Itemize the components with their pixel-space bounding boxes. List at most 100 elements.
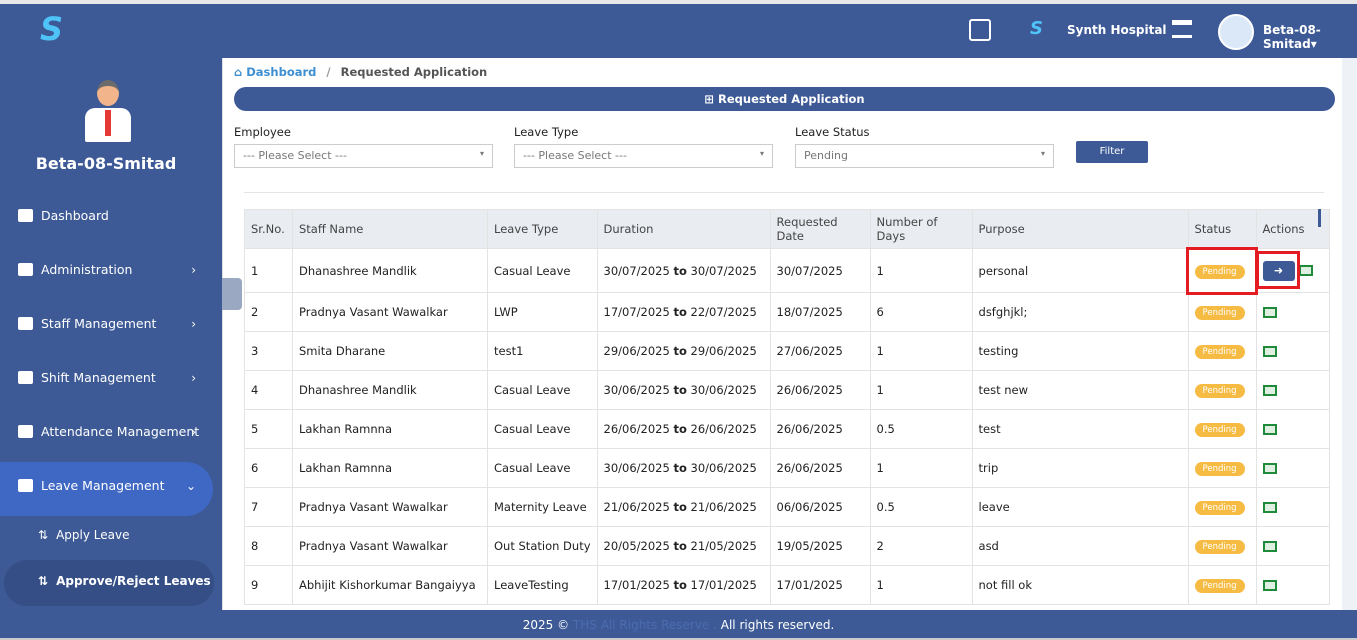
sidebar-toggle[interactable] [222, 278, 242, 310]
user-avatar[interactable] [1218, 14, 1254, 50]
filter-select[interactable]: --- Please Select --- ▾ [234, 144, 493, 168]
excel-icon[interactable] [1262, 424, 1277, 435]
filter-select[interactable]: --- Please Select --- ▾ [514, 144, 773, 168]
select-arrow: ▾ [759, 149, 764, 158]
cell: Casual Leave [487, 248, 598, 293]
column-header: Staff Name [292, 209, 488, 249]
cell: 26/06/2025 [769, 409, 871, 449]
institution-icon[interactable] [1172, 20, 1192, 38]
menu-label: Staff Management [41, 316, 157, 331]
table-row: 5 Lakhan Ramnna Casual Leave 26/06/2025 to … [244, 409, 1330, 449]
table-row: 2 Pradnya Vasant Wawalkar LWP 17/07/2025 to… [244, 292, 1330, 332]
breadcrumb: ⌂ Dashboard / Requested Application [234, 65, 488, 79]
logo[interactable]: S [40, 10, 64, 48]
cell: Pradnya Vasant Wawalkar [292, 526, 488, 566]
excel-icon[interactable] [1262, 502, 1277, 513]
cell: leave [971, 487, 1189, 527]
cell: Smita Dharane [292, 331, 488, 371]
excel-icon[interactable] [1262, 346, 1277, 357]
menu-item[interactable]: Leave Management ⌄ [18, 478, 218, 493]
table-row: 4 Dhanashree Mandlik Casual Leave 30/06/202… [244, 370, 1330, 410]
status-badge: Pending [1194, 423, 1245, 437]
menu-icon [18, 479, 33, 492]
excel-icon[interactable] [1262, 385, 1277, 396]
footer-copyright: 2025 © [522, 618, 570, 632]
excel-icon[interactable] [1298, 265, 1313, 276]
table-row: 9 Abhijit Kishorkumar Bangaiyya LeaveTesti… [244, 565, 1330, 605]
breadcrumb-current: Requested Application [340, 65, 488, 79]
chevron: › [191, 370, 196, 385]
hospital-name[interactable]: Synth Hospital [1067, 23, 1167, 37]
cell: 1 [244, 248, 293, 293]
chevron: › [191, 424, 196, 439]
cell: 2 [244, 292, 293, 332]
menu-item[interactable]: Shift Management › [18, 370, 218, 385]
status-cell: Pending [1187, 331, 1257, 371]
actions-cell [1255, 409, 1330, 449]
footer-brand[interactable]: THS All Rights Reserve . [572, 618, 717, 632]
excel-icon[interactable] [1262, 580, 1277, 591]
menu-item[interactable]: Dashboard [18, 208, 218, 223]
filter-value: --- Please Select --- [243, 149, 347, 162]
submenu-item[interactable]: ⇅ Approve/Reject Leaves [38, 574, 211, 588]
select-arrow: ▾ [479, 149, 484, 158]
actions-cell [1255, 331, 1330, 371]
cell: 19/05/2025 [769, 526, 871, 566]
submenu-item[interactable]: ⇅ Apply Leave [38, 528, 129, 542]
duration-cell: 30/07/2025 to 30/07/2025 [596, 248, 771, 293]
date-to: 21/05/2025 [690, 539, 757, 553]
status-cell: Pending [1187, 292, 1257, 332]
menu-icon [18, 209, 33, 222]
cell: 1 [869, 248, 973, 293]
excel-icon[interactable] [1262, 307, 1277, 318]
cell: 17/01/2025 [769, 565, 871, 605]
sidebar: Beta-08-Smitad Dashboard Administration › S… [0, 58, 222, 610]
breadcrumb-item: Dashboard [246, 65, 317, 79]
menu-item[interactable]: Attendance Management › [18, 424, 218, 439]
date-from: 20/05/2025 [603, 539, 670, 553]
menu-icon [18, 263, 33, 276]
menu-icon [18, 371, 33, 384]
cell: Dhanashree Mandlik [292, 370, 488, 410]
language-icon[interactable] [969, 19, 991, 41]
cell: 26/06/2025 [769, 370, 871, 410]
status-badge: Pending [1194, 540, 1245, 554]
duration-cell: 26/06/2025 to 26/06/2025 [596, 409, 771, 449]
duration-cell: 30/06/2025 to 30/06/2025 [596, 448, 771, 488]
cell: 0.5 [869, 487, 973, 527]
highlight-box [1255, 251, 1300, 289]
table-row: 1 Dhanashree Mandlik Casual Leave 30/07/202… [244, 246, 1330, 295]
date-to: 30/06/2025 [690, 383, 757, 397]
approve-button[interactable]: ➜ [1262, 260, 1295, 281]
column-header: Status [1187, 209, 1257, 249]
menu-item[interactable]: Administration › [18, 262, 218, 277]
date-separator: to [673, 461, 687, 475]
filter-select[interactable]: Pending ▾ [795, 144, 1054, 168]
menu-item[interactable]: Staff Management › [18, 316, 218, 331]
menu-icon [18, 425, 33, 438]
submenu-icon: ⇅ [38, 574, 49, 588]
filter-button[interactable]: Filter [1076, 141, 1148, 163]
excel-icon[interactable] [1262, 541, 1277, 552]
cell: 26/06/2025 [769, 448, 871, 488]
cell: 1 [869, 331, 973, 371]
cell: dsfghjkl; [971, 292, 1189, 332]
date-to: 30/07/2025 [690, 263, 757, 278]
cell: 1 [869, 448, 973, 488]
user-menu[interactable]: Beta-08-Smitad▾ [1263, 23, 1321, 51]
user-name: Beta-08-Smitad [1263, 23, 1321, 51]
cell: Maternity Leave [487, 487, 598, 527]
cell: Out Station Duty [487, 526, 598, 566]
date-separator: to [673, 500, 687, 514]
breadcrumb-link[interactable]: ⌂ Dashboard [234, 65, 317, 79]
column-header: Leave Type [487, 209, 598, 249]
duration-cell: 17/07/2025 to 22/07/2025 [596, 292, 771, 332]
cell: LeaveTesting [487, 565, 598, 605]
date-to: 30/06/2025 [690, 461, 757, 475]
status-badge: Pending [1194, 264, 1245, 279]
brand-icon: S [1030, 18, 1043, 39]
chevron: › [191, 316, 196, 331]
cell: test new [971, 370, 1189, 410]
filter-label: Employee [234, 125, 291, 139]
excel-icon[interactable] [1262, 463, 1277, 474]
